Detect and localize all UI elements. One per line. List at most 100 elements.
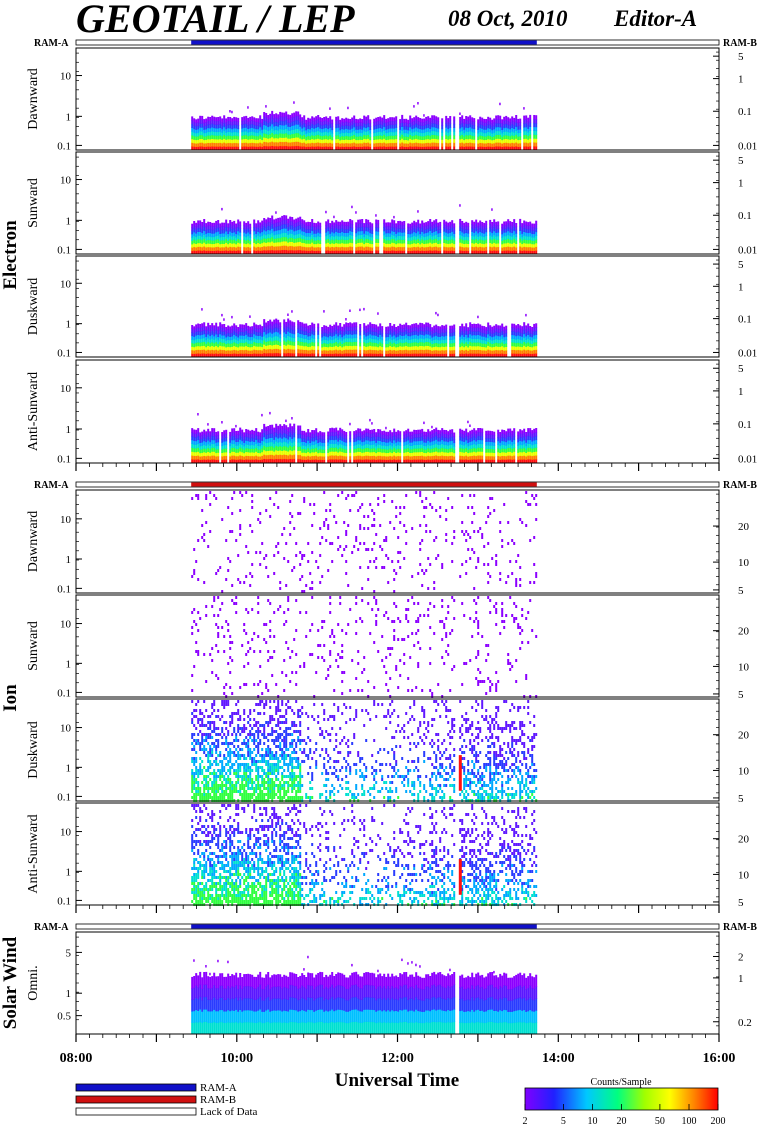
figure-title: GEOTAIL / LEP [76, 0, 355, 41]
panel-duskward: Duskward 10 1 0.1 5 1 0.1 0.01 [26, 255, 757, 359]
left-tick-label: 0.1 [57, 687, 71, 699]
group-label: Electron [0, 220, 21, 290]
panel-label: Dawnward [26, 511, 41, 572]
mode-label-right: RAM-B [723, 480, 757, 491]
x-tick-label: 12:00 [381, 1051, 414, 1066]
panel-frame [75, 802, 720, 906]
legend-lack-swatch [75, 1107, 197, 1116]
right-tick-label: 1 [738, 281, 744, 293]
mode-bar-fill [191, 482, 537, 487]
colorbar-tick-label: 100 [682, 1116, 697, 1127]
right-tick-label: 5 [738, 689, 744, 701]
panel-label: Sunward [26, 621, 41, 671]
right-tick-label: 0.2 [738, 1017, 752, 1029]
legend-ram-a-swatch [75, 1083, 197, 1092]
legend-ram-b-label: RAM-B [200, 1094, 236, 1106]
mode-bar-fill [191, 40, 537, 45]
panel-label: Dawnward [26, 68, 41, 129]
mode-label-right: RAM-B [723, 38, 757, 49]
colorbar-tick-label: 2 [523, 1116, 528, 1127]
right-tick-label: 20 [738, 626, 750, 638]
right-tick-label: 0.01 [738, 453, 757, 465]
left-tick-label: 1 [66, 988, 72, 1000]
right-tick-label: 20 [738, 730, 750, 742]
colorbar-ticks: 2 5 10 20 50 100 200 [523, 1104, 726, 1127]
right-tick-label: 0.01 [738, 140, 757, 152]
right-tick-label: 5 [738, 363, 744, 375]
panel-sunward: Sunward 10 1 0.1 20 10 5 [26, 594, 750, 701]
right-tick-label: 0.01 [738, 347, 757, 359]
left-tick-label: 0.1 [57, 895, 71, 907]
left-tick-label: 0.1 [57, 791, 71, 803]
left-tick-label: 1 [66, 762, 72, 774]
left-tick-label: 10 [60, 278, 72, 290]
right-tick-label: 5 [738, 155, 744, 167]
legend-lack-label: Lack of Data [200, 1106, 258, 1118]
left-tick-label: 10 [60, 383, 72, 395]
left-tick-label: 1 [66, 554, 72, 566]
colorbar-tick-label: 200 [711, 1116, 726, 1127]
mode-label-left: RAM-A [34, 922, 69, 933]
right-tick-label: 2 [738, 951, 744, 963]
panel-frame [75, 594, 720, 698]
right-tick-label: 0.1 [738, 314, 752, 326]
left-tick-label: 1 [66, 111, 72, 123]
mode-label-left: RAM-A [34, 38, 69, 49]
x-axis: 08:00 10:00 12:00 14:00 16:00 [60, 1051, 736, 1066]
x-tick-label: 16:00 [703, 1051, 736, 1066]
x-tick-label: 08:00 [60, 1051, 93, 1066]
left-tick-label: 0.1 [57, 244, 71, 256]
left-tick-label: 10 [60, 723, 72, 735]
left-tick-label: 0.1 [57, 347, 71, 359]
panel-label: Omni. [26, 965, 41, 1000]
left-tick-label: 5 [66, 947, 72, 959]
right-tick-label: 1 [738, 178, 744, 190]
group-electron: RAM-A RAM-B Electron Dawnward 10 1 0.1 5 1 0.1 0.0… [0, 38, 757, 471]
x-axis-label: Universal Time [335, 1070, 459, 1091]
group-solar-wind: RAM-A RAM-B Solar Wind Omni. 5 1 0.5 2 1 0.2 [0, 922, 757, 1042]
group-label: Solar Wind [0, 936, 21, 1029]
panel-frame [75, 698, 720, 802]
right-tick-label: 20 [738, 521, 750, 533]
right-tick-label: 0.01 [738, 244, 757, 256]
left-tick-label: 1 [66, 866, 72, 878]
right-tick-label: 10 [738, 869, 750, 881]
left-tick-label: 1 [66, 658, 72, 670]
group-ion: RAM-A RAM-B Ion Dawnward 10 1 0.1 20 10 5 Sunward 1… [0, 480, 757, 913]
x-tick-label: 10:00 [220, 1051, 253, 1066]
panel-dawnward: Dawnward 10 1 0.1 20 10 5 [26, 489, 750, 597]
right-tick-label: 5 [738, 259, 744, 271]
mode-label-right: RAM-B [723, 922, 757, 933]
right-tick-label: 0.1 [738, 106, 752, 118]
panel-label: Duskward [26, 278, 41, 336]
panel-omni-: Omni. 5 1 0.5 2 1 0.2 [26, 931, 752, 1035]
left-tick-label: 0.1 [57, 140, 71, 152]
panel-frame [75, 489, 720, 594]
right-tick-label: 20 [738, 834, 750, 846]
left-tick-label: 1 [66, 319, 72, 331]
right-tick-label: 5 [738, 897, 744, 909]
x-tick-label: 14:00 [542, 1051, 575, 1066]
right-tick-label: 5 [738, 793, 744, 805]
legend-ram-a-label: RAM-A [200, 1082, 237, 1094]
figure-editor: Editor-A [613, 6, 697, 31]
panel-dawnward: Dawnward 10 1 0.1 5 1 0.1 0.01 [26, 47, 757, 152]
panel-label: Anti-Sunward [26, 814, 41, 893]
colorbar-title: Counts/Sample [590, 1077, 652, 1088]
right-tick-label: 5 [738, 585, 744, 597]
panel-anti-sunward: Anti-Sunward 10 1 0.1 5 1 0.1 0.01 [26, 359, 757, 465]
right-tick-label: 0.1 [738, 419, 752, 431]
panel-anti-sunward: Anti-Sunward 10 1 0.1 20 10 5 [26, 802, 750, 909]
left-tick-label: 10 [60, 175, 72, 187]
colorbar-tick-label: 50 [655, 1116, 665, 1127]
left-tick-label: 10 [60, 827, 72, 839]
mode-bar-fill [191, 924, 537, 929]
left-tick-label: 1 [66, 215, 72, 227]
right-tick-label: 10 [738, 765, 750, 777]
colorbar: Counts/Sample 2 5 10 20 50 100 200 [523, 1077, 726, 1127]
colorbar-tick-label: 5 [561, 1116, 566, 1127]
colorbar-tick-label: 10 [588, 1116, 598, 1127]
panel-label: Anti-Sunward [26, 372, 41, 451]
right-tick-label: 1 [738, 74, 744, 86]
